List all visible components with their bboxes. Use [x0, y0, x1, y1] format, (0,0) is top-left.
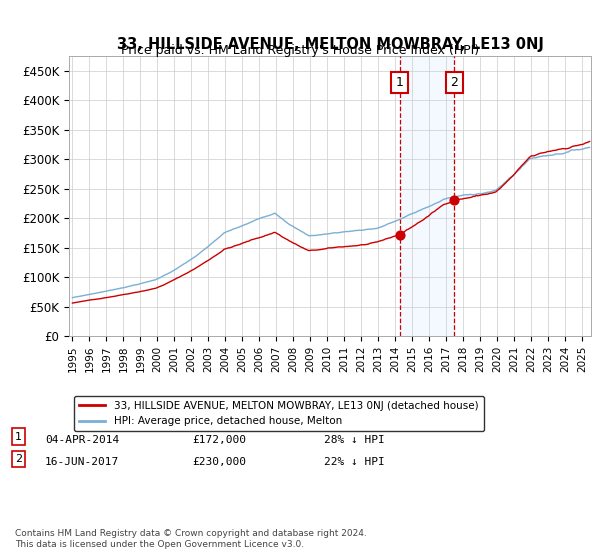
Title: 33, HILLSIDE AVENUE, MELTON MOWBRAY, LE13 0NJ: 33, HILLSIDE AVENUE, MELTON MOWBRAY, LE1…	[116, 37, 544, 52]
Text: £230,000: £230,000	[192, 457, 246, 467]
Text: Price paid vs. HM Land Registry's House Price Index (HPI): Price paid vs. HM Land Registry's House …	[121, 44, 479, 57]
Text: £172,000: £172,000	[192, 435, 246, 445]
Text: 1: 1	[15, 432, 22, 442]
Text: Contains HM Land Registry data © Crown copyright and database right 2024.
This d: Contains HM Land Registry data © Crown c…	[15, 529, 367, 549]
Bar	[400, 56, 454, 336]
Legend: 33, HILLSIDE AVENUE, MELTON MOWBRAY, LE13 0NJ (detached house), HPI: Average pri: 33, HILLSIDE AVENUE, MELTON MOWBRAY, LE1…	[74, 396, 484, 431]
Text: 2: 2	[15, 454, 22, 464]
Text: 04-APR-2014: 04-APR-2014	[45, 435, 119, 445]
Text: 16-JUN-2017: 16-JUN-2017	[45, 457, 119, 467]
Point	[395, 230, 404, 239]
Text: 2: 2	[451, 76, 458, 89]
Point	[449, 196, 459, 205]
Text: 22% ↓ HPI: 22% ↓ HPI	[324, 457, 385, 467]
Text: 1: 1	[396, 76, 404, 89]
Text: 28% ↓ HPI: 28% ↓ HPI	[324, 435, 385, 445]
